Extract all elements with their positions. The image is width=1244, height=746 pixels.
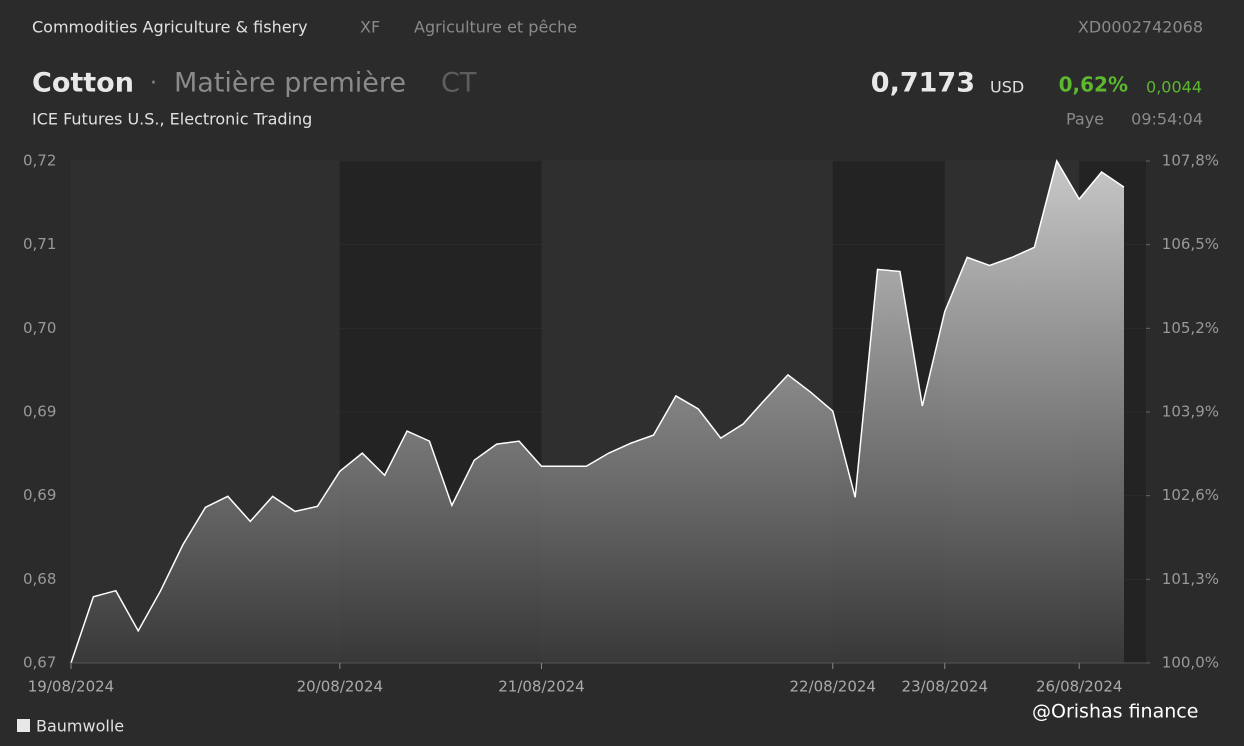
y-tick-label: 0,72 xyxy=(23,152,56,170)
y2-tick-label: 107,8% xyxy=(1162,152,1219,170)
isin: XD0002742068 xyxy=(1078,18,1203,37)
x-tick-label: 23/08/2024 xyxy=(902,678,988,696)
category: Commodities Agriculture & fishery xyxy=(32,18,308,37)
change-pct: 0,62% xyxy=(1059,73,1128,97)
y2-tick-label: 105,2% xyxy=(1162,319,1219,337)
y2-tick-label: 102,6% xyxy=(1162,486,1219,504)
separator: · xyxy=(150,71,157,96)
category-fr: Agriculture et pêche xyxy=(414,18,577,37)
y2-tick-label: 106,5% xyxy=(1162,235,1219,253)
status: Paye xyxy=(1066,110,1104,129)
y-tick-label: 0,68 xyxy=(23,570,56,588)
x-tick-label: 22/08/2024 xyxy=(790,678,876,696)
exchange: ICE Futures U.S., Electronic Trading xyxy=(32,110,312,129)
price: 0,7173 xyxy=(871,68,975,99)
x-tick-label: 19/08/2024 xyxy=(28,678,114,696)
y2-tick-label: 100,0% xyxy=(1162,654,1219,672)
symbol: CT xyxy=(441,68,477,99)
currency: USD xyxy=(990,78,1024,97)
y-tick-label: 0,69 xyxy=(23,486,56,504)
y-tick-label: 0,69 xyxy=(23,403,56,421)
line xyxy=(70,159,1125,664)
y-tick-label: 0,71 xyxy=(23,235,56,253)
legend-label: Baumwolle xyxy=(36,717,124,736)
watermark: @Orishas finance xyxy=(1032,701,1198,723)
x-tick-label: 26/08/2024 xyxy=(1036,678,1122,696)
code: XF xyxy=(360,18,380,37)
x-tick-label: 21/08/2024 xyxy=(498,678,584,696)
x-tick-label: 20/08/2024 xyxy=(297,678,383,696)
kind: Matière première xyxy=(174,68,406,99)
y2-tick-label: 103,9% xyxy=(1162,403,1219,421)
name: Cotton xyxy=(32,68,134,99)
y2-tick-label: 101,3% xyxy=(1162,570,1219,588)
area xyxy=(71,161,1124,663)
change: 0,0044 xyxy=(1146,78,1202,97)
y-tick-label: 0,70 xyxy=(23,319,56,337)
legend-swatch xyxy=(17,719,30,732)
time: 09:54:04 xyxy=(1131,110,1203,129)
y-tick-label: 0,67 xyxy=(23,654,56,672)
